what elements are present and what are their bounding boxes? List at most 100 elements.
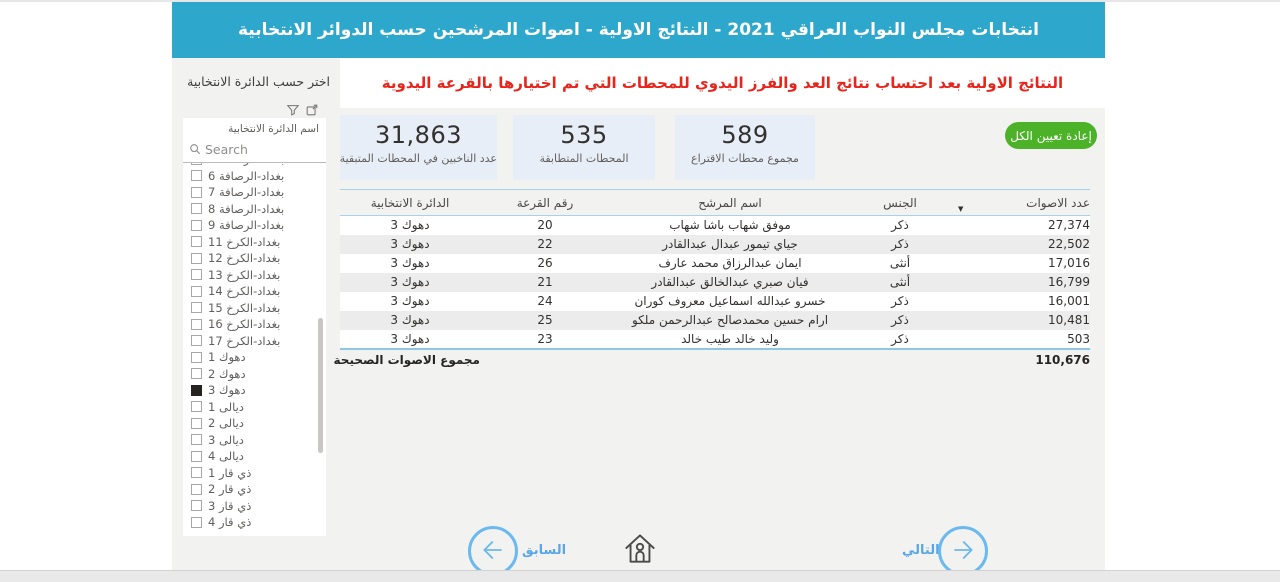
candidate-name-cell: ارام حسين محمدصالح عبدالرحمن ملكو: [631, 313, 829, 327]
lot-number-cell: 22: [537, 237, 553, 251]
district-checkbox[interactable]: [191, 417, 202, 429]
candidate-row[interactable]: 17,016 أنثى ايمان عبدالرزاق محمد عارف 26…: [340, 253, 1090, 273]
district-checkbox[interactable]: [191, 302, 202, 314]
district-cell: دهوك 3: [390, 294, 430, 308]
district-option[interactable]: دهوك 1: [191, 349, 326, 366]
district-option[interactable]: بغداد-الرصافة 9: [191, 217, 326, 234]
home-icon: [619, 534, 661, 572]
district-checkbox[interactable]: [191, 203, 202, 215]
kpi-label: عدد الناخبين في المحطات المتبقية: [339, 152, 497, 165]
district-option[interactable]: بغداد-الكرخ 12: [191, 250, 326, 267]
district-option[interactable]: بغداد-الكرخ 16: [191, 316, 326, 333]
district-option-label: بغداد-الكرخ 17: [208, 333, 281, 348]
lot-number-cell: 26: [537, 256, 553, 270]
district-checkbox[interactable]: [191, 467, 202, 479]
report-title: انتخابات مجلس النواب العراقي 2021 - النت…: [237, 20, 1040, 40]
candidate-row[interactable]: 22,502 ذكر جياي تيمور عبدال عبدالقادر 22…: [340, 234, 1090, 254]
lot-number-cell: 21: [537, 275, 553, 289]
candidate-name-cell: جياي تيمور عبدال عبدالقادر: [662, 237, 798, 251]
district-option[interactable]: ذي قار 4: [191, 514, 326, 531]
focus-mode-icon[interactable]: [305, 103, 319, 117]
district-option-label: ذي قار 2: [208, 482, 252, 497]
district-checkbox[interactable]: [191, 351, 202, 363]
candidate-row[interactable]: 16,799 أنثى فيان صبري عبدالخالق عبدالقاد…: [340, 272, 1090, 292]
gender-cell: أنثى: [889, 256, 911, 270]
district-checkbox[interactable]: [191, 170, 202, 182]
district-option[interactable]: بغداد-الرصافة 8: [191, 201, 326, 218]
lot-number-cell: 23: [537, 331, 553, 346]
candidate-row[interactable]: 10,481 ذكر ارام حسين محمدصالح عبدالرحمن …: [340, 310, 1090, 330]
candidate-row[interactable]: 27,374 ذكر موفق شهاب باشا شهاب 20 دهوك 3: [340, 215, 1090, 235]
district-option-label: ديالى 2: [208, 416, 244, 431]
district-option[interactable]: بغداد-الكرخ 13: [191, 267, 326, 284]
district-option-label: دهوك 3: [208, 383, 246, 398]
next-page-label[interactable]: التالي: [902, 543, 940, 558]
district-checkbox[interactable]: [191, 252, 202, 264]
total-row: 110,676 مجموع الاصوات الصحيحة: [334, 347, 1090, 370]
district-option[interactable]: دهوك 3: [191, 382, 326, 399]
gender-cell: ذكر: [891, 237, 909, 251]
district-checkbox[interactable]: [191, 434, 202, 446]
district-checkbox[interactable]: [191, 318, 202, 330]
slicer-toolbar: [286, 103, 319, 117]
district-option[interactable]: ديالى 1: [191, 399, 326, 416]
previous-page-button[interactable]: [468, 526, 518, 576]
kpi-value: 535: [560, 121, 608, 149]
column-header-lot[interactable]: رقم القرعة: [480, 189, 610, 216]
previous-page-label[interactable]: السابق: [522, 543, 567, 558]
district-option[interactable]: ديالى 2: [191, 415, 326, 432]
candidate-row[interactable]: 503 ذكر وليد خالد طيب خالد 23 دهوك 3: [340, 329, 1090, 349]
home-button[interactable]: [618, 527, 662, 571]
next-page-button[interactable]: [938, 526, 988, 576]
district-checkbox[interactable]: [191, 384, 202, 396]
district-checkbox[interactable]: [191, 401, 202, 413]
district-checkbox[interactable]: [191, 219, 202, 231]
district-option[interactable]: ديالى 3: [191, 432, 326, 449]
district-option[interactable]: بغداد-الرصافة 7: [191, 184, 326, 201]
window-top-border: [0, 0, 1280, 2]
district-option[interactable]: دهوك 2: [191, 366, 326, 383]
district-checkbox[interactable]: [191, 516, 202, 528]
column-header-gender[interactable]: الجنس: [850, 189, 950, 216]
district-checkbox[interactable]: [191, 285, 202, 297]
district-checkbox[interactable]: [191, 236, 202, 248]
candidate-row[interactable]: 16,001 ذكر خسرو عبدالله اسماعيل معروف كو…: [340, 291, 1090, 311]
results-table: عدد الاصوات ▼ الجنس اسم المرشح رقم القرع…: [334, 189, 1090, 370]
district-slicer: اسم الدائرة الانتخابية بغداد-الرصافة 5 ب…: [183, 118, 326, 536]
district-option[interactable]: بغداد-الكرخ 17: [191, 333, 326, 350]
votes-cell: 22,502: [1048, 237, 1090, 251]
district-checkbox[interactable]: [191, 500, 202, 512]
search-icon: [189, 140, 201, 159]
district-checkbox[interactable]: [191, 186, 202, 198]
district-option[interactable]: بغداد-الكرخ 14: [191, 283, 326, 300]
district-checkbox[interactable]: [191, 450, 202, 462]
district-option[interactable]: ديالى 4: [191, 448, 326, 465]
lot-number-cell: 24: [537, 294, 553, 308]
column-header-candidate[interactable]: اسم المرشح: [610, 189, 850, 216]
district-cell: دهوك 3: [390, 275, 430, 289]
district-option[interactable]: بغداد-الكرخ 11: [191, 234, 326, 251]
district-checkbox[interactable]: [191, 335, 202, 347]
district-option[interactable]: ذي قار 1: [191, 465, 326, 482]
candidate-name-cell: وليد خالد طيب خالد: [681, 331, 779, 346]
district-checkbox[interactable]: [191, 483, 202, 495]
district-option[interactable]: بغداد-الكرخ 15: [191, 300, 326, 317]
column-header-district[interactable]: الدائرة الانتخابية: [340, 189, 480, 216]
slicer-head: اسم الدائرة الانتخابية: [183, 118, 326, 163]
district-option[interactable]: ذي قار 3: [191, 498, 326, 515]
district-checkbox[interactable]: [191, 269, 202, 281]
district-option[interactable]: بغداد-الرصافة 6: [191, 168, 326, 185]
district-option[interactable]: ذي قار 2: [191, 481, 326, 498]
slicer-scrollbar[interactable]: [318, 318, 323, 453]
search-input[interactable]: [205, 142, 310, 157]
district-checkbox[interactable]: [191, 368, 202, 380]
filter-icon[interactable]: [286, 103, 300, 117]
gender-cell: ذكر: [891, 331, 909, 346]
district-option-label: ديالى 1: [208, 399, 244, 414]
reset-all-button[interactable]: إعادة تعيين الكل: [1005, 122, 1097, 149]
district-option-label: بغداد-الكرخ 15: [208, 300, 281, 315]
district-option-label: ذي قار 3: [208, 498, 252, 513]
column-header-votes[interactable]: عدد الاصوات ▼: [950, 189, 1090, 216]
gender-cell: ذكر: [891, 218, 909, 233]
district-option-label: ديالى 3: [208, 432, 244, 447]
